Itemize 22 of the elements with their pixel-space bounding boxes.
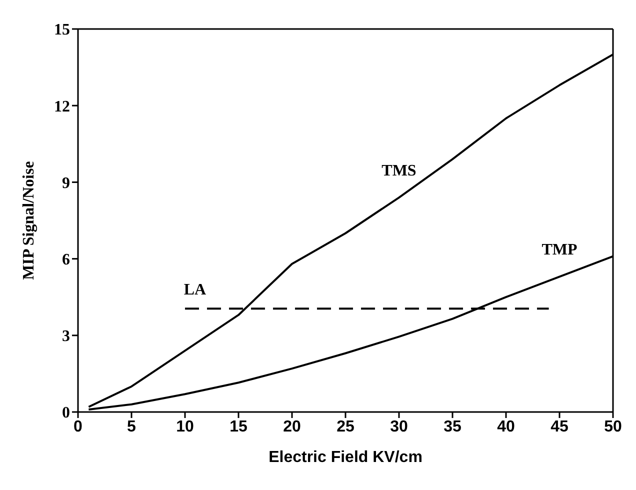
x-tick-label: 15 xyxy=(230,418,248,436)
x-tick-label: 25 xyxy=(336,418,354,436)
x-tick-label: 50 xyxy=(604,418,622,436)
x-tick-label: 40 xyxy=(497,418,515,436)
x-axis-title: Electric Field KV/cm xyxy=(268,449,422,466)
y-tick-label: 0 xyxy=(62,404,70,422)
y-tick-label: 15 xyxy=(54,22,70,39)
x-tick-label: 20 xyxy=(283,418,301,436)
x-tick-label: 0 xyxy=(74,418,83,436)
x-tick-label: 35 xyxy=(444,418,462,436)
x-tick-label: 30 xyxy=(390,418,408,436)
y-tick-label: 9 xyxy=(62,174,70,192)
x-tick-label: 10 xyxy=(176,418,194,436)
x-tick-label: 45 xyxy=(550,418,568,436)
series-label: LA xyxy=(184,282,207,299)
series-label: TMP xyxy=(542,242,578,259)
y-tick-label: 3 xyxy=(62,328,70,346)
x-tick-label: 5 xyxy=(127,418,136,436)
y-tick-label: 6 xyxy=(62,251,70,268)
y-axis-title: MIP Signal/Noise xyxy=(20,161,38,280)
series-label: TMS xyxy=(382,162,416,180)
y-tick-label: 12 xyxy=(54,98,70,116)
